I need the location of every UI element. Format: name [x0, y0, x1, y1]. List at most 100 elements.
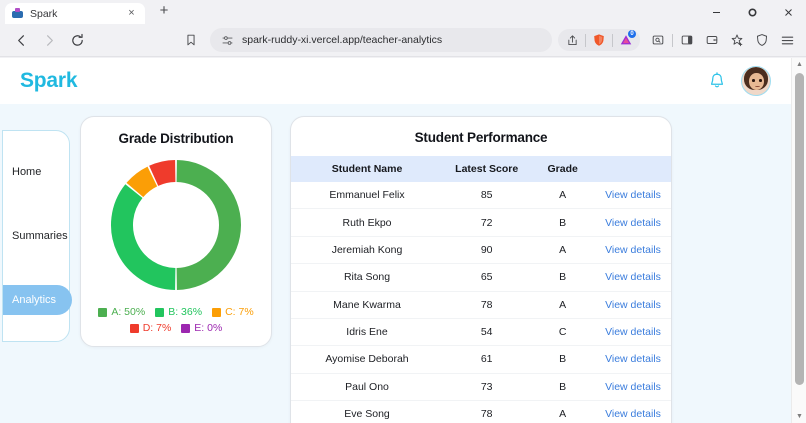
- cell-student-name: Idris Ene: [291, 318, 443, 347]
- window-controls: [698, 0, 806, 24]
- header-actions: [707, 66, 771, 96]
- url-text[interactable]: spark-ruddy-xi.vercel.app/teacher-analyt…: [242, 34, 443, 46]
- table-row: Mane Kwarma 78 A View details: [291, 291, 671, 319]
- tab-close-icon[interactable]: ×: [128, 7, 135, 19]
- sidebar-toggle-icon[interactable]: [676, 29, 698, 51]
- donut-segment-B: [111, 184, 176, 290]
- cell-grade: A: [530, 291, 595, 319]
- user-avatar[interactable]: [741, 66, 771, 96]
- chart-title: Grade Distribution: [118, 131, 234, 146]
- add-bookmark-star-icon[interactable]: [726, 29, 748, 51]
- cell-student-name: Ayomise Deborah: [291, 345, 443, 374]
- table-row: Paul Ono 73 B View details: [291, 373, 671, 402]
- column-header-latest-score: Latest Score: [455, 163, 519, 175]
- extension-icon[interactable]: 0: [615, 29, 637, 51]
- toolbar-divider-3: [672, 33, 673, 47]
- app-header: Spark: [0, 58, 791, 104]
- share-icon[interactable]: [561, 29, 583, 51]
- scroll-up-arrow-icon[interactable]: ▲: [796, 61, 803, 68]
- table-row: Emmanuel Felix 85 A View details: [291, 182, 671, 210]
- tab-title: Spark: [30, 7, 58, 20]
- new-tab-button[interactable]: +: [159, 2, 169, 19]
- extension-badge: 0: [628, 30, 636, 38]
- wallet-icon[interactable]: [701, 29, 723, 51]
- cell-grade: B: [530, 208, 595, 237]
- minimize-button[interactable]: [698, 0, 734, 24]
- donut-segment-C: [126, 166, 158, 198]
- spark-favicon-icon: [12, 8, 23, 19]
- toolbar-divider: [585, 33, 586, 47]
- view-details-link[interactable]: View details: [594, 291, 671, 319]
- table-row: Eve Song 78 A View details: [291, 400, 671, 423]
- table-body: Emmanuel Felix 85 A View details Ruth Ekpo 72…: [291, 182, 671, 423]
- sidebar-item-summaries[interactable]: Summaries: [3, 221, 69, 251]
- legend-item-A: A: 50%: [98, 306, 145, 318]
- legend-item-C: C: 7%: [212, 306, 254, 318]
- reader-mode-icon[interactable]: [647, 29, 669, 51]
- reload-icon[interactable]: [64, 27, 90, 53]
- brave-vpn-icon[interactable]: [751, 29, 773, 51]
- table-row: Ruth Ekpo 72 B View details: [291, 208, 671, 237]
- sidebar-item-home[interactable]: Home: [3, 157, 69, 187]
- legend-label: B: 36%: [168, 306, 203, 318]
- view-details-link[interactable]: View details: [594, 400, 671, 423]
- back-icon[interactable]: [8, 27, 34, 53]
- legend-label: C: 7%: [225, 306, 254, 318]
- app-logo[interactable]: Spark: [20, 69, 78, 92]
- cell-grade: A: [530, 400, 595, 423]
- table-row: Idris Ene 54 C View details: [291, 318, 671, 347]
- table-head: Student Name Latest Score Grade: [291, 156, 671, 182]
- legend-item-D: D: 7%: [129, 322, 171, 334]
- scroll-down-arrow-icon[interactable]: ▼: [796, 413, 803, 420]
- legend-item-E: E: 0%: [181, 322, 222, 334]
- address-bar[interactable]: spark-ruddy-xi.vercel.app/teacher-analyt…: [210, 28, 552, 52]
- legend-swatch-E: [181, 323, 191, 333]
- spark-app: Spark: [0, 58, 791, 423]
- toolbar-divider-2: [612, 33, 613, 47]
- legend-label: E: 0%: [194, 322, 223, 334]
- browser-tab-spark[interactable]: Spark ×: [5, 3, 145, 24]
- page-content: Home Summaries Analytics Grade Distribut…: [0, 104, 791, 423]
- student-performance-card: Student Performance Student Name Latest …: [290, 116, 672, 423]
- cell-grade: A: [530, 236, 595, 265]
- scrollbar-thumb[interactable]: [795, 73, 804, 385]
- view-details-link[interactable]: View details: [594, 182, 671, 210]
- view-details-link[interactable]: View details: [594, 373, 671, 402]
- donut-svg: [111, 160, 241, 290]
- view-details-link[interactable]: View details: [594, 236, 671, 265]
- bookmark-icon[interactable]: [178, 27, 204, 53]
- cell-latest-score: 78: [443, 291, 531, 319]
- column-header-actions: [595, 156, 671, 182]
- cell-grade: B: [530, 373, 595, 402]
- cell-grade: B: [530, 345, 595, 374]
- toolbar-pill-group: 0: [558, 29, 640, 51]
- legend-swatch-D: [129, 323, 139, 333]
- sidebar-nav: Home Summaries Analytics: [2, 130, 72, 342]
- maximize-button[interactable]: [734, 0, 770, 24]
- brave-shields-icon[interactable]: [588, 29, 610, 51]
- sidebar-item-label: Summaries: [12, 230, 68, 242]
- cell-student-name: Eve Song: [291, 400, 443, 423]
- table-title: Student Performance: [414, 130, 548, 145]
- sidebar-item-analytics[interactable]: Analytics: [3, 285, 72, 315]
- cell-grade: A: [530, 182, 595, 210]
- table-row: Ayomise Deborah 61 B View details: [291, 345, 671, 374]
- cell-student-name: Emmanuel Felix: [291, 182, 443, 210]
- view-details-link[interactable]: View details: [594, 318, 671, 347]
- cell-grade: C: [530, 318, 595, 347]
- view-details-link[interactable]: View details: [594, 263, 671, 292]
- cell-latest-score: 78: [443, 400, 531, 423]
- grade-distribution-card: Grade Distribution A: 50% B: 36% C: 7% D: 7…: [80, 116, 272, 347]
- close-window-button[interactable]: [770, 0, 806, 24]
- site-settings-icon[interactable]: [221, 34, 234, 47]
- page-scrollbar[interactable]: ▲ ▼: [791, 58, 806, 423]
- donut-segment-A: [176, 160, 241, 290]
- bell-icon[interactable]: [707, 71, 727, 91]
- view-details-link[interactable]: View details: [594, 345, 671, 374]
- dashboard-cards: Grade Distribution A: 50% B: 36% C: 7% D: 7…: [70, 108, 672, 423]
- column-header-grade: Grade: [547, 163, 578, 175]
- browser-menu-icon[interactable]: [776, 29, 798, 51]
- view-details-link[interactable]: View details: [594, 208, 671, 237]
- forward-icon[interactable]: [36, 27, 62, 53]
